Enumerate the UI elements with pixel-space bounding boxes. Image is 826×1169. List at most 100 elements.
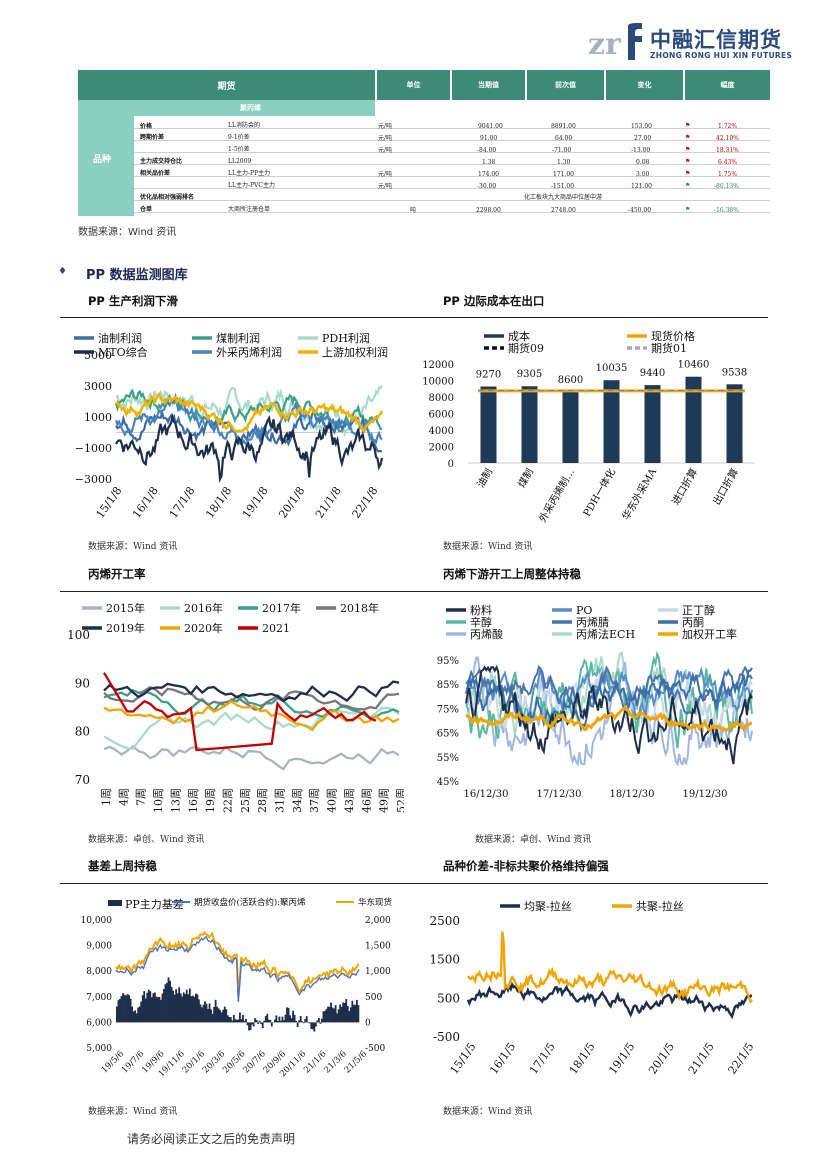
flag-red-icon: ⚑ [685, 134, 691, 141]
basis-bar [178, 987, 181, 1023]
xtick-label: 19/12/30 [683, 789, 728, 800]
basis-bar [214, 999, 217, 1023]
ytick-right: 1,500 [365, 942, 391, 952]
data-label-1: 9305 [517, 369, 542, 380]
row-change: 121.00 [631, 183, 652, 190]
basis-bar [223, 1006, 226, 1023]
ytick-label: 1500 [429, 953, 460, 967]
chart3-title: 丙烯开工率 [88, 567, 146, 581]
basis-bar [292, 1010, 294, 1023]
basis-bar [213, 1006, 216, 1023]
cost-bar-0 [480, 386, 497, 463]
basis-bar [194, 993, 197, 1023]
basis-bar [275, 1015, 278, 1023]
basis-bar [257, 1022, 260, 1024]
ytick-label: -500 [433, 1030, 460, 1044]
basis-bar [182, 992, 185, 1023]
cost-bar-1 [521, 386, 538, 463]
basis-bar [304, 1019, 307, 1023]
basis-bar [184, 994, 187, 1023]
row-unit: 元/吨 [378, 147, 393, 154]
cost-bar-3 [603, 380, 620, 463]
basis-bar [163, 988, 165, 1023]
basis-bar [222, 1009, 225, 1023]
ytick-label: 95% [437, 656, 459, 667]
row-unit: 吨 [410, 207, 417, 214]
legend-label-0: 成本 [508, 329, 530, 343]
basis-bar [325, 1009, 328, 1023]
series-line-4 [114, 392, 383, 445]
row-change: 3.00 [636, 171, 650, 178]
basis-bar [298, 1020, 301, 1023]
legend-label-3: 2018年 [340, 601, 379, 615]
basis-bar [305, 1016, 308, 1023]
row-label: 价格 [140, 123, 153, 130]
basis-bar [324, 1010, 326, 1023]
basis-bar [143, 991, 146, 1023]
data-label-6: 9538 [722, 367, 747, 378]
legend-label-8: 加权开工率 [682, 627, 737, 641]
legend-label-6: 丙烯酸 [470, 627, 503, 641]
xtick-label: 4周 [117, 788, 130, 806]
basis-bar [355, 999, 358, 1023]
basis-bar [354, 1004, 357, 1023]
legend-label-4: 丙烯腈 [576, 616, 609, 629]
ytick-label: 12000 [422, 360, 454, 371]
legend-label-5: 2020年 [184, 621, 223, 635]
xtick-label: 52周 [395, 788, 404, 813]
basis-bar [211, 1014, 214, 1023]
basis-bar [123, 994, 126, 1023]
basis-bar [255, 1019, 258, 1023]
series-line-5 [114, 392, 384, 434]
ytick-label: 500 [437, 991, 460, 1005]
series-line-2 [103, 688, 400, 720]
sub-header-edge [126, 116, 134, 216]
basis-bar [346, 1006, 349, 1023]
basis-bar [158, 996, 161, 1023]
row-previous: 64.00 [555, 135, 573, 142]
category-side-label: 品种 [92, 154, 111, 165]
basis-bar [357, 1005, 360, 1023]
ytick-right: -500 [365, 1044, 385, 1054]
basis-bar [160, 999, 162, 1023]
basis-bar [269, 1020, 272, 1023]
xtick-label: 19/1/8 [240, 484, 271, 520]
row-divider [134, 212, 770, 213]
basis-bar [169, 980, 171, 1023]
row-unit: 元/吨 [378, 123, 393, 130]
basis-bar [264, 1016, 267, 1023]
ytick-left: 6,000 [86, 1018, 112, 1028]
basis-bar [345, 998, 348, 1023]
xtick-label: 10周 [152, 788, 165, 813]
basis-bar [228, 1017, 231, 1023]
row-current: 2298.00 [476, 207, 501, 214]
series-line-1 [114, 388, 383, 433]
category-label-2: 外采丙烯制… [536, 466, 577, 524]
basis-bar [220, 1012, 223, 1023]
xtick-label: 28周 [256, 788, 269, 813]
basis-bar [161, 993, 164, 1023]
basis-bar [258, 1020, 261, 1023]
basis-bar [337, 1009, 340, 1023]
basis-bar [287, 1007, 290, 1023]
row-current: 1.38 [482, 159, 496, 166]
row-unit: 元/吨 [378, 183, 393, 190]
basis-bar [260, 1022, 263, 1025]
series-line-1 [465, 665, 753, 721]
basis-bar [246, 1022, 249, 1026]
xtick-label: 21/1/8 [313, 484, 344, 520]
series-line-4 [465, 664, 753, 715]
basis-bar [137, 1007, 140, 1023]
category-label-0: 油制 [474, 466, 495, 490]
row-pct: 18.31% [716, 147, 739, 154]
section-bullet-icon: ♦ [58, 266, 67, 277]
xtick-label: 22周 [221, 788, 234, 813]
basis-bar [204, 1001, 206, 1023]
ytick-label: 45% [437, 777, 459, 788]
chart4-title: 丙烯下游开工上周整体持稳 [443, 567, 581, 581]
flag-red-icon: ⚑ [685, 158, 691, 165]
basis-bar [152, 993, 155, 1023]
basis-bar [140, 1001, 143, 1023]
chart1-source: 数据来源：Wind 资讯 [88, 542, 178, 552]
basis-bar [179, 993, 182, 1023]
